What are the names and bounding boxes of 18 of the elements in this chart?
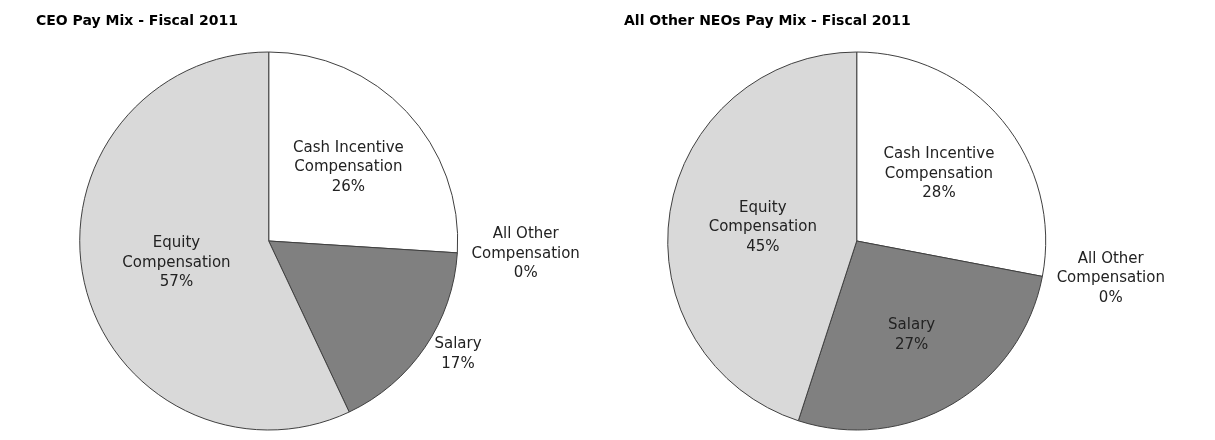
data-label: 26% (331, 176, 366, 195)
slice-label: Cash Incentive Compensation (883, 144, 995, 182)
data-label: 57% (159, 272, 194, 291)
slice-label: Salary (434, 334, 482, 353)
data-label: 28% (922, 183, 956, 202)
slice-label: Cash Incentive Compensation (292, 137, 404, 176)
data-label: 27% (894, 334, 929, 353)
slice-label: Salary (888, 315, 936, 334)
data-label: 17% (441, 353, 475, 372)
category-label: All Other Compensation (1056, 248, 1165, 287)
text: 0% (1098, 287, 1123, 306)
data-label: 45% (746, 236, 780, 255)
chart-title: All Other NEOs Pay Mix - Fiscal 2011 (624, 12, 911, 28)
slice-label: Equity Compensation (122, 233, 231, 271)
text: 0% (513, 263, 538, 282)
slice-label: Equity Compensation (708, 197, 817, 236)
category-label: All Other Compensation (471, 224, 580, 262)
chart-title: CEO Pay Mix - Fiscal 2011 (36, 12, 238, 28)
